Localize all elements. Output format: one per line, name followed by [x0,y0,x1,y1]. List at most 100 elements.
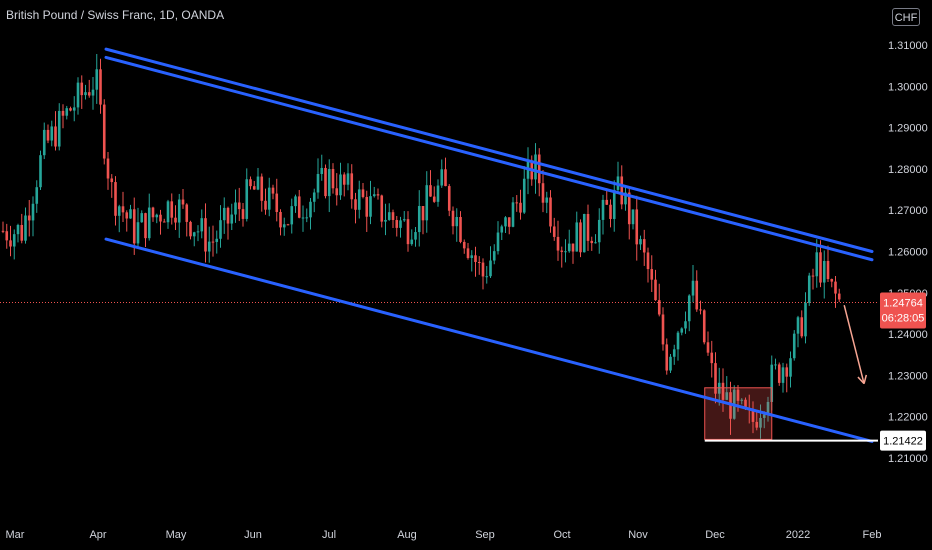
channel-upper-line-2[interactable] [104,55,874,262]
candle-body [579,222,582,253]
candle-body [136,222,140,244]
candle-body [327,169,331,197]
candle-body [129,209,132,219]
candle-body [804,302,807,337]
candle-body [57,110,61,147]
y-axis: 1.31000 1.30000 1.29000 1.28000 1.27000 1.260… [888,40,928,465]
candle-body [459,216,462,242]
candle-body [151,207,155,218]
candle-body [140,213,144,223]
candle-body [305,217,309,219]
y-tick-label: 1.26000 [888,247,928,259]
candle-body [245,179,249,219]
candle-body [324,167,327,197]
channel-upper-line-1[interactable] [104,47,874,253]
chart-title: British Pound / Swiss Franc, 1D, OANDA [6,8,225,22]
candle-body [361,189,365,197]
candle-body [826,260,830,280]
current-price-tag [880,292,926,329]
candle-body [174,217,177,223]
candle-body [481,262,485,277]
candle-body [744,399,747,409]
candle-body [654,279,657,301]
candle-body [12,234,16,247]
candle-body [20,224,24,241]
candle-body [789,358,792,377]
candle-body [519,202,522,213]
candle-body [819,252,822,283]
candle-body [522,178,526,213]
x-tick-label: Nov [628,529,648,541]
candle-body [631,209,635,225]
candle-body [699,309,702,311]
candles [1,53,841,439]
candle-body [395,219,399,228]
candle-body [785,367,789,377]
candle-body [837,293,841,300]
candle-body [301,217,305,219]
projection-arrow[interactable] [843,305,868,385]
candle-body [462,241,466,249]
candle-body [147,207,151,239]
candle-body [425,185,429,221]
candle-body [414,232,417,240]
candle-body [504,217,507,227]
arrow-head [857,376,865,385]
arrow-head [863,374,868,384]
x-tick-label: Mar [6,529,25,541]
candle-body [72,107,76,111]
candle-body [642,239,646,253]
candle-body [309,201,312,218]
candle-body [432,196,436,202]
candle-body [740,399,744,401]
candle-body [125,212,129,219]
y-tick-label: 1.28000 [888,164,928,176]
candle-body [489,260,492,277]
candle-body [27,215,31,221]
candle-body [612,189,616,219]
currency-button[interactable]: CHF [892,8,920,26]
candle-body [294,196,297,207]
candle-body [234,202,237,215]
consolidation-box[interactable] [704,387,773,440]
x-tick-label: May [166,529,187,541]
candle-body [256,176,260,190]
candle-body [252,186,256,190]
candle-body [684,321,687,329]
candle-body [365,196,369,217]
candle-body [706,342,710,353]
candle-body [271,187,275,194]
candle-body [65,108,69,116]
candle-body [605,199,609,205]
candle-body [657,300,661,315]
candle-body [834,281,837,294]
candle-body [91,89,95,96]
candle-body [106,158,110,179]
candle-body [99,69,102,105]
arrow-shaft [843,305,865,384]
candle-body [762,414,766,418]
candle-body [110,178,114,183]
candle-body [316,173,320,193]
candle-body [226,207,230,224]
candle-body [811,275,815,277]
x-tick-label: Oct [553,529,570,541]
candle-body [192,232,196,237]
candle-body [582,213,586,253]
candle-countdown-label: 06:28:05 [882,313,925,325]
candle-body [807,275,811,303]
x-axis: Mar Apr May Jun Jul Aug Sep Oct Nov Dec 2022 Feb [6,529,882,541]
candle-body [132,209,136,244]
candle-body [376,194,380,196]
candle-body [211,241,215,243]
candle-body [159,214,162,222]
candle-body [331,169,335,189]
channel-lower-line[interactable] [104,237,874,443]
candle-body [537,154,541,184]
candle-body [597,219,601,243]
candle-body [601,199,605,220]
candle-body [541,183,545,203]
candle-body [575,222,579,252]
candle-body [312,192,316,202]
